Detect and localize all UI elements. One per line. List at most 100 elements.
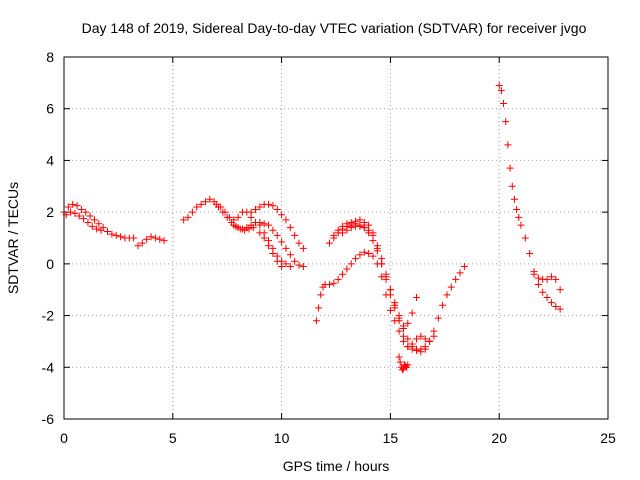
data-point [282,216,290,224]
data-point [315,304,323,312]
data-point [434,314,442,322]
data-point [84,218,92,226]
data-point [269,202,277,210]
data-point [104,228,112,236]
data-point [86,212,94,220]
data-point [378,255,386,263]
data-point [221,208,229,216]
y-tick-label: -4 [42,359,55,375]
data-point [369,231,377,239]
data-point [399,325,407,332]
data-point [286,251,294,259]
y-tick-label: 2 [46,204,54,220]
data-point [251,206,259,214]
data-point [234,213,242,221]
data-points [60,81,564,374]
data-point [112,231,120,239]
data-point [247,208,255,216]
data-point [143,235,151,243]
y-tick-label: 6 [46,101,54,117]
data-point [193,203,201,211]
data-point [404,361,412,369]
data-point [282,260,290,268]
data-point [188,208,196,216]
data-point [421,335,429,343]
data-point [212,200,220,208]
data-point [547,299,555,307]
series [60,200,168,250]
data-point [180,216,188,224]
data-point [82,208,90,216]
data-point [130,234,138,242]
data-point [117,233,125,241]
data-point [365,250,373,258]
data-point [382,270,390,278]
data-point [395,327,403,335]
data-point [534,281,542,289]
data-point [243,224,251,232]
data-point [369,252,377,260]
data-point [556,305,564,313]
data-point [134,242,142,250]
x-tick-label: 15 [383,430,399,446]
data-point [330,234,338,242]
data-point [404,335,412,343]
data-point [291,257,299,265]
data-point [273,231,281,239]
data-point [138,239,146,247]
series [395,353,412,374]
data-point [360,224,368,232]
y-tick-label: -6 [42,411,55,427]
x-tick-labels: 0 5 10 15 20 25 [60,430,616,446]
data-point [421,343,429,351]
data-point [197,200,205,208]
chart-title: Day 148 of 2019, Sidereal Day-to-day VTE… [82,20,587,36]
data-point [230,221,238,229]
data-point [108,230,116,238]
data-point [543,293,551,301]
x-tick-label: 0 [60,430,68,446]
data-point [506,164,514,172]
data-point [408,340,416,348]
data-point [273,257,281,265]
grid [64,57,608,419]
data-point [299,262,307,270]
data-point [352,255,360,263]
data-point [325,239,333,247]
y-tick-label: 0 [46,256,54,272]
data-point [360,248,368,256]
data-point [317,291,325,299]
series [256,229,286,270]
data-point [413,293,421,301]
data-point [508,182,516,190]
data-point [151,234,159,242]
data-point [534,274,542,282]
data-point [312,317,320,325]
data-point [278,211,286,219]
data-point [201,198,209,206]
data-point [417,332,425,340]
data-point [399,332,407,340]
data-point [347,224,355,232]
data-point [286,262,294,270]
data-point [291,231,299,239]
data-point [97,226,105,234]
data-point [147,233,155,241]
data-point [500,100,508,108]
data-point [395,353,403,361]
data-point [295,261,303,269]
data-point [334,275,342,283]
data-point [265,221,273,229]
data-point [265,242,273,250]
data-point [325,281,333,289]
data-point [88,222,96,230]
data-point [395,317,403,325]
data-point [495,81,503,89]
data-point [273,206,281,214]
data-point [278,238,286,246]
data-point [339,229,347,237]
data-point [265,200,273,208]
series [230,218,307,270]
data-point [398,366,406,374]
data-point [526,250,534,258]
